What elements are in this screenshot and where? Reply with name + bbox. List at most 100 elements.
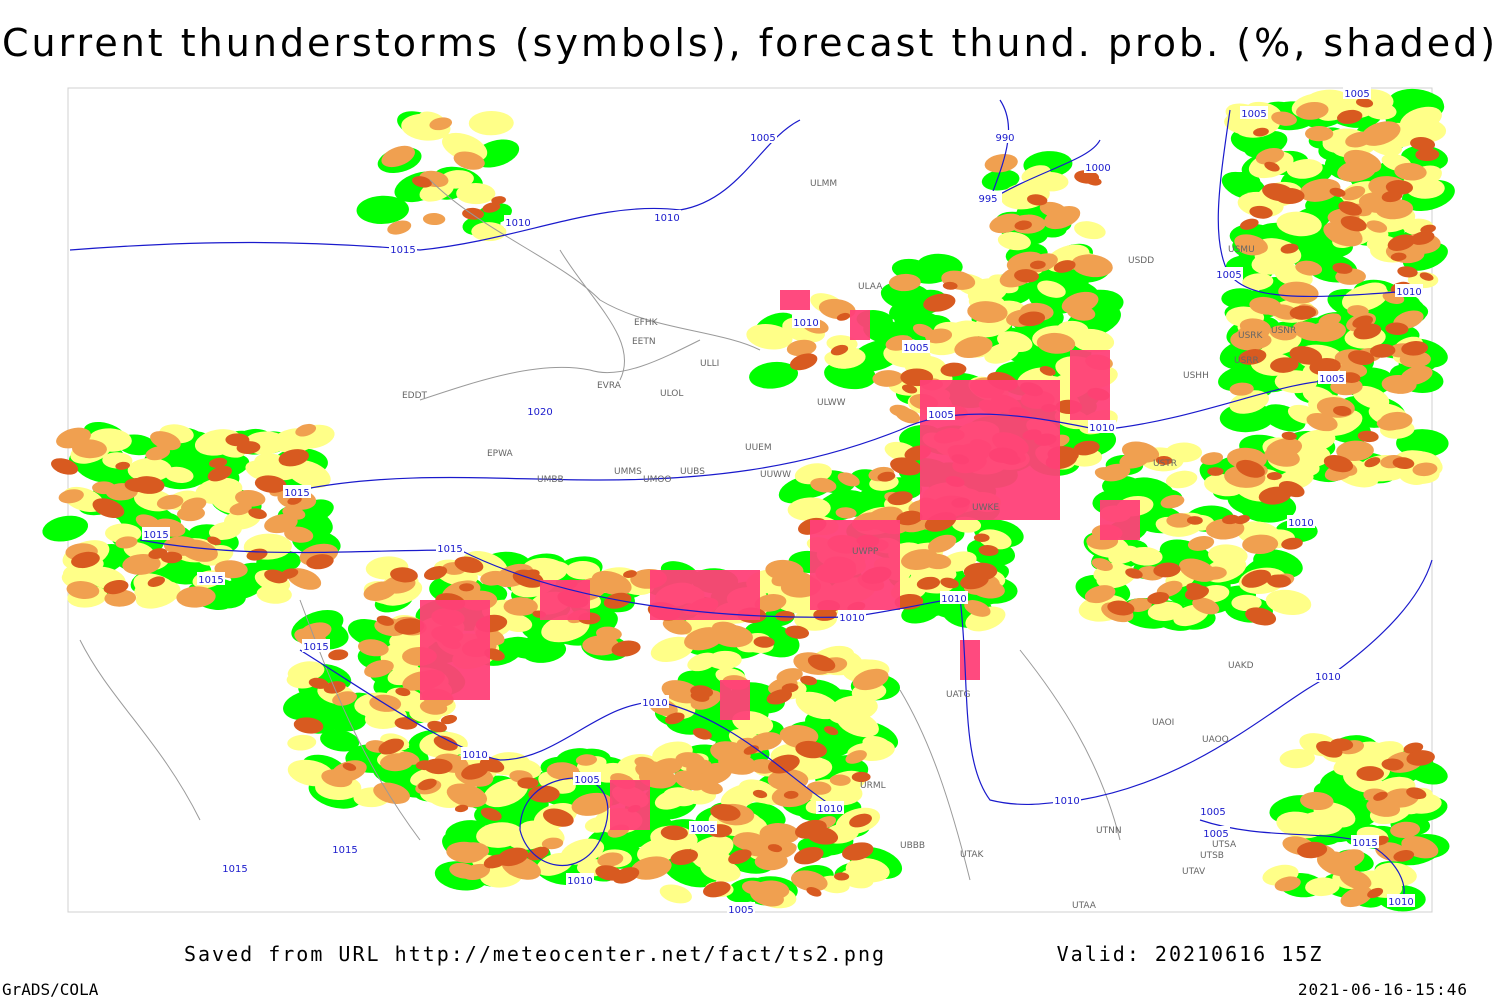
isobar-label-bg	[940, 591, 968, 604]
shade	[1207, 467, 1224, 476]
shade	[131, 476, 165, 494]
shade	[703, 881, 731, 898]
shade	[940, 362, 967, 377]
shade	[942, 281, 958, 290]
shade	[776, 668, 803, 684]
shade	[840, 869, 874, 889]
shade	[293, 717, 324, 734]
shade	[390, 567, 418, 583]
isobar-label-bg	[653, 210, 681, 223]
station-code: EPWA	[487, 449, 514, 459]
shade	[785, 625, 810, 639]
shade	[767, 844, 783, 853]
isobar-label-bg	[1314, 669, 1342, 682]
shade	[282, 506, 306, 520]
isobar-label: 1010	[505, 218, 530, 229]
station-code: USNR	[1271, 326, 1296, 336]
shade	[623, 570, 637, 578]
shade	[229, 502, 252, 516]
shade	[92, 481, 116, 495]
isobar-label-bg	[504, 215, 532, 228]
shade	[1187, 535, 1215, 551]
isobar-label-bg	[1240, 106, 1268, 119]
shade	[527, 846, 549, 861]
shade	[837, 472, 860, 487]
shade	[235, 489, 266, 507]
shade	[412, 176, 432, 188]
shade	[872, 370, 904, 387]
shade	[264, 514, 298, 534]
shade	[208, 521, 242, 540]
shade	[862, 735, 891, 753]
shade	[1265, 589, 1312, 615]
shade	[1329, 187, 1346, 197]
shade	[1289, 346, 1323, 365]
shade	[1155, 456, 1173, 465]
shade	[1270, 357, 1299, 373]
shade	[164, 466, 194, 483]
shade	[1405, 177, 1445, 199]
map-labels: 1005 990 1000 995 1010 1010 1015 1010 1005 1020 10…	[142, 86, 1423, 916]
shade	[1165, 442, 1203, 463]
shade	[1053, 260, 1076, 273]
shade	[1412, 462, 1438, 477]
shade	[1086, 176, 1102, 186]
shade	[145, 446, 171, 461]
shade	[710, 804, 741, 821]
shade	[504, 636, 543, 659]
shade	[1333, 405, 1352, 417]
shade	[940, 577, 959, 589]
shade	[1239, 318, 1271, 336]
isobar-label-bg	[283, 485, 311, 498]
shade	[1297, 841, 1328, 859]
shade	[264, 569, 288, 584]
shade	[1274, 188, 1305, 205]
isobar-label-bg	[142, 527, 170, 540]
station-code: EVRA	[597, 381, 622, 391]
shade	[51, 458, 79, 475]
shade	[1352, 385, 1390, 409]
shade	[135, 514, 161, 531]
isobar-label: 1005	[750, 133, 775, 144]
shade	[800, 675, 818, 686]
shade	[1397, 266, 1418, 278]
shade	[1295, 260, 1323, 276]
footer-software: GrADS/COLA	[2, 980, 99, 999]
shade	[177, 506, 205, 522]
shade	[1014, 269, 1039, 283]
shade	[728, 849, 752, 865]
footer-source: Saved from URL http://meteocenter.net/fa…	[184, 942, 886, 966]
thunderstorm-symbols	[1100, 500, 1140, 540]
shade	[287, 734, 317, 751]
station-code: UTSA	[1212, 840, 1237, 850]
shade	[834, 872, 850, 881]
shade	[1332, 262, 1353, 274]
shade	[476, 822, 524, 848]
shade	[663, 787, 698, 807]
thunderstorm-symbols	[780, 290, 810, 310]
shade	[787, 497, 831, 521]
shade	[1304, 126, 1334, 142]
shade	[887, 491, 913, 506]
shade	[1249, 205, 1273, 219]
station-code: UTAA	[1072, 901, 1097, 911]
shade	[179, 539, 218, 562]
shade	[810, 477, 837, 493]
shade	[373, 782, 410, 804]
isobar-label: 990	[995, 133, 1014, 144]
shade	[1357, 430, 1379, 443]
shade	[1094, 467, 1119, 481]
isobar-label-bg	[526, 404, 554, 417]
shade	[603, 592, 632, 609]
shade	[1396, 429, 1449, 458]
shade	[670, 849, 699, 866]
shade	[1091, 558, 1113, 571]
station-code: ULWW	[817, 398, 846, 408]
isobar-label-bg	[689, 821, 717, 834]
shade	[1356, 766, 1384, 781]
shade	[829, 774, 851, 786]
shade	[1367, 887, 1384, 899]
shade	[207, 465, 232, 482]
shade	[1237, 239, 1266, 256]
